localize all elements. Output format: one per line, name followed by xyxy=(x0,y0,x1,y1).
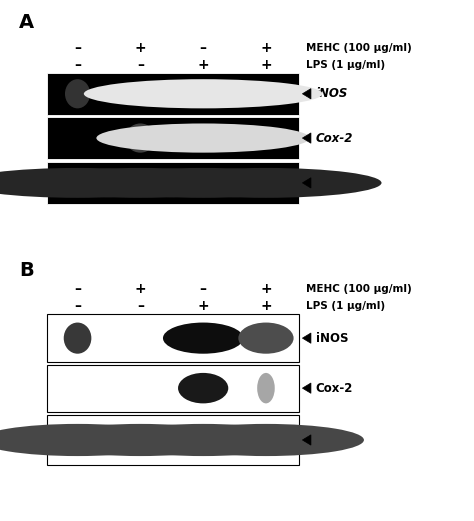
Text: +: + xyxy=(260,282,272,296)
Ellipse shape xyxy=(88,168,319,198)
Text: –: – xyxy=(200,282,207,296)
Text: MEHC (100 μg/ml): MEHC (100 μg/ml) xyxy=(306,284,411,294)
Ellipse shape xyxy=(125,123,155,153)
Text: –: – xyxy=(200,41,207,55)
Text: –: – xyxy=(74,299,81,313)
Ellipse shape xyxy=(238,322,293,354)
Bar xyxy=(47,117,299,159)
Text: –: – xyxy=(74,282,81,296)
Text: LPS (1 μg/ml): LPS (1 μg/ml) xyxy=(306,301,385,311)
Ellipse shape xyxy=(105,424,301,456)
Text: –: – xyxy=(74,58,81,71)
Polygon shape xyxy=(302,435,311,445)
Ellipse shape xyxy=(257,373,275,403)
Bar xyxy=(47,314,299,362)
Ellipse shape xyxy=(178,373,228,403)
Text: β-actin: β-actin xyxy=(316,433,362,446)
Bar xyxy=(47,365,299,412)
Text: –: – xyxy=(74,41,81,55)
Text: +: + xyxy=(260,58,272,71)
Text: –: – xyxy=(137,58,144,71)
Text: A: A xyxy=(19,13,34,32)
Polygon shape xyxy=(302,333,311,343)
Text: –: – xyxy=(137,299,144,313)
Polygon shape xyxy=(302,178,311,188)
Text: Cox-2: Cox-2 xyxy=(316,382,353,394)
Polygon shape xyxy=(302,89,311,99)
Ellipse shape xyxy=(163,322,243,354)
Text: +: + xyxy=(260,299,272,313)
Bar xyxy=(47,162,299,204)
Text: B: B xyxy=(19,260,34,279)
Text: +: + xyxy=(197,58,209,71)
Ellipse shape xyxy=(168,424,364,456)
Ellipse shape xyxy=(0,424,175,456)
Ellipse shape xyxy=(64,322,91,354)
Bar xyxy=(47,73,299,115)
Text: iNOS: iNOS xyxy=(316,88,348,100)
Ellipse shape xyxy=(84,79,322,108)
Text: +: + xyxy=(197,299,209,313)
Text: MEHC (100 μg/ml): MEHC (100 μg/ml) xyxy=(306,43,411,53)
Ellipse shape xyxy=(42,424,238,456)
Ellipse shape xyxy=(96,123,310,153)
Text: Cox-2: Cox-2 xyxy=(316,132,353,144)
Ellipse shape xyxy=(65,79,90,108)
Text: +: + xyxy=(260,41,272,55)
Bar xyxy=(47,415,299,465)
Text: β-actin: β-actin xyxy=(316,177,362,189)
Text: +: + xyxy=(135,282,146,296)
Text: iNOS: iNOS xyxy=(316,332,348,344)
Ellipse shape xyxy=(0,168,193,198)
Polygon shape xyxy=(302,383,311,393)
Text: +: + xyxy=(135,41,146,55)
Ellipse shape xyxy=(150,168,382,198)
Text: LPS (1 μg/ml): LPS (1 μg/ml) xyxy=(306,59,385,70)
Ellipse shape xyxy=(25,168,256,198)
Polygon shape xyxy=(302,133,311,143)
